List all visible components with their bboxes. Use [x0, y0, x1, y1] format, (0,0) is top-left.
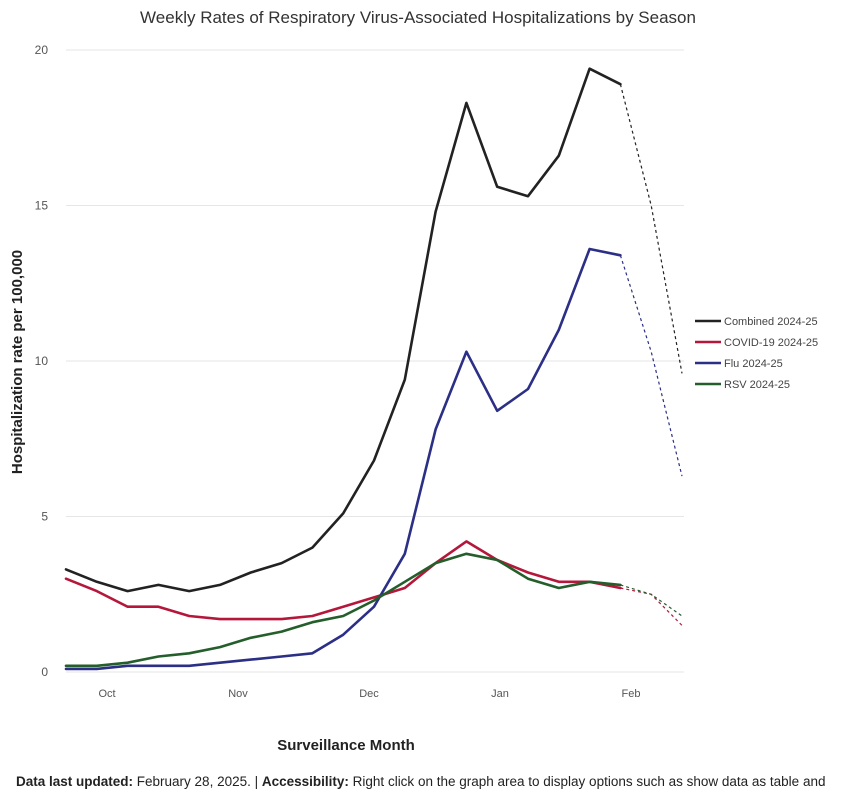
y-axis-ticks: 0 5 10 15 20 — [35, 43, 49, 679]
y-tick-label-10: 10 — [35, 354, 49, 368]
series-line-rsv-2024-25 — [64, 552, 622, 668]
accessibility-label: Accessibility: — [261, 774, 349, 789]
x-axis-title: Surveillance Month — [277, 737, 415, 754]
series-provisional-combined-2024-25 — [619, 84, 683, 374]
y-tick-label-15: 15 — [35, 199, 49, 213]
y-tick-label-5: 5 — [41, 510, 48, 524]
x-tick-label-nov: Nov — [228, 688, 248, 700]
series-provisional-covid-19-2024-25 — [620, 587, 683, 626]
series-provisional-rsv-2024-25 — [620, 584, 683, 617]
legend-item-flu-2024-25: Flu 2024-25 — [724, 358, 783, 370]
legend-item-rsv-2024-25: RSV 2024-25 — [724, 379, 790, 391]
x-tick-label-dec: Dec — [359, 688, 379, 700]
updated-value: February 28, 2025. | — [133, 774, 262, 789]
legend: Combined 2024-25 COVID-19 2024-25 Flu 2024… — [695, 316, 818, 391]
x-axis-ticks: Oct Nov Dec Jan Feb — [98, 688, 640, 700]
y-axis-title: Hospitalization rate per 100,000 — [9, 250, 26, 474]
line-chart[interactable]: 0 5 10 15 20 Oct Nov Dec Jan Feb Combined 2024-2… — [0, 0, 842, 760]
accessibility-text: Right click on the graph area to display… — [348, 774, 826, 789]
series-line-covid-19-2024-25 — [64, 540, 622, 621]
y-tick-label-20: 20 — [35, 43, 49, 57]
chart-title: Weekly Rates of Respiratory Virus-Associ… — [140, 8, 696, 27]
legend-item-combined-2024-25: Combined 2024-25 — [724, 316, 818, 328]
y-tick-label-0: 0 — [41, 665, 48, 679]
footer-note: Data last updated: February 28, 2025. | … — [16, 773, 826, 791]
x-tick-label-feb: Feb — [622, 688, 641, 700]
x-tick-label-oct: Oct — [98, 688, 115, 700]
series-provisional-flu-2024-25 — [619, 255, 683, 477]
gridlines — [66, 49, 684, 673]
updated-label: Data last updated: — [16, 774, 134, 789]
series-line-flu-2024-25 — [64, 247, 622, 671]
series-lines — [64, 67, 683, 671]
series-line-combined-2024-25 — [64, 67, 622, 593]
x-tick-label-jan: Jan — [491, 688, 509, 700]
legend-item-covid-19-2024-25: COVID-19 2024-25 — [724, 337, 818, 349]
